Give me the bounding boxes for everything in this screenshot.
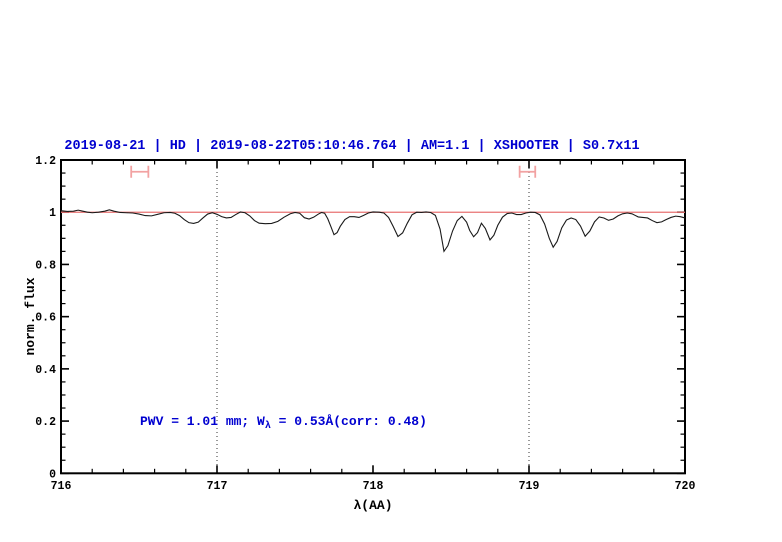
axes-frame [60,159,686,475]
pwv-annotation: PWV = 1.01 mm; Wλ = 0.53Å(corr: 0.48) [140,414,427,432]
spectrum-line [60,209,686,253]
x-tick-label: 716 [51,480,72,493]
plot-title: 2019-08-21 | HD | 2019-08-22T05:10:46.76… [64,139,639,154]
y-tick-label: 0.4 [35,364,56,377]
x-tick-label: 717 [207,480,228,493]
y-tick-label: 0 [49,468,56,481]
y-axis-label: norm. flux [23,277,38,355]
x-tick-labels: 716 717 718 719 720 [51,480,696,493]
region-marker [518,165,537,178]
region-markers [130,165,537,178]
y-tick-label: 0.6 [35,312,56,325]
pwv-annotation-suffix: = 0.53Å(corr: 0.48) [271,414,427,429]
x-tick-label: 718 [363,480,384,493]
y-tick-label: 1 [49,207,56,220]
y-tick-label: 0.2 [35,416,56,429]
region-marker [130,165,150,178]
x-axis-label: λ(AA) [353,498,392,513]
pwv-annotation-prefix: PWV = 1.01 mm; W [140,414,265,429]
x-tick-label: 719 [519,480,540,493]
y-tick-labels: 0 0.2 0.4 0.6 0.8 1 1.2 [35,155,56,481]
y-tick-label: 1.2 [35,155,56,168]
pwv-annotation-subscript: λ [265,420,271,432]
x-tick-label: 720 [675,480,696,493]
y-tick-label: 0.8 [35,259,56,272]
